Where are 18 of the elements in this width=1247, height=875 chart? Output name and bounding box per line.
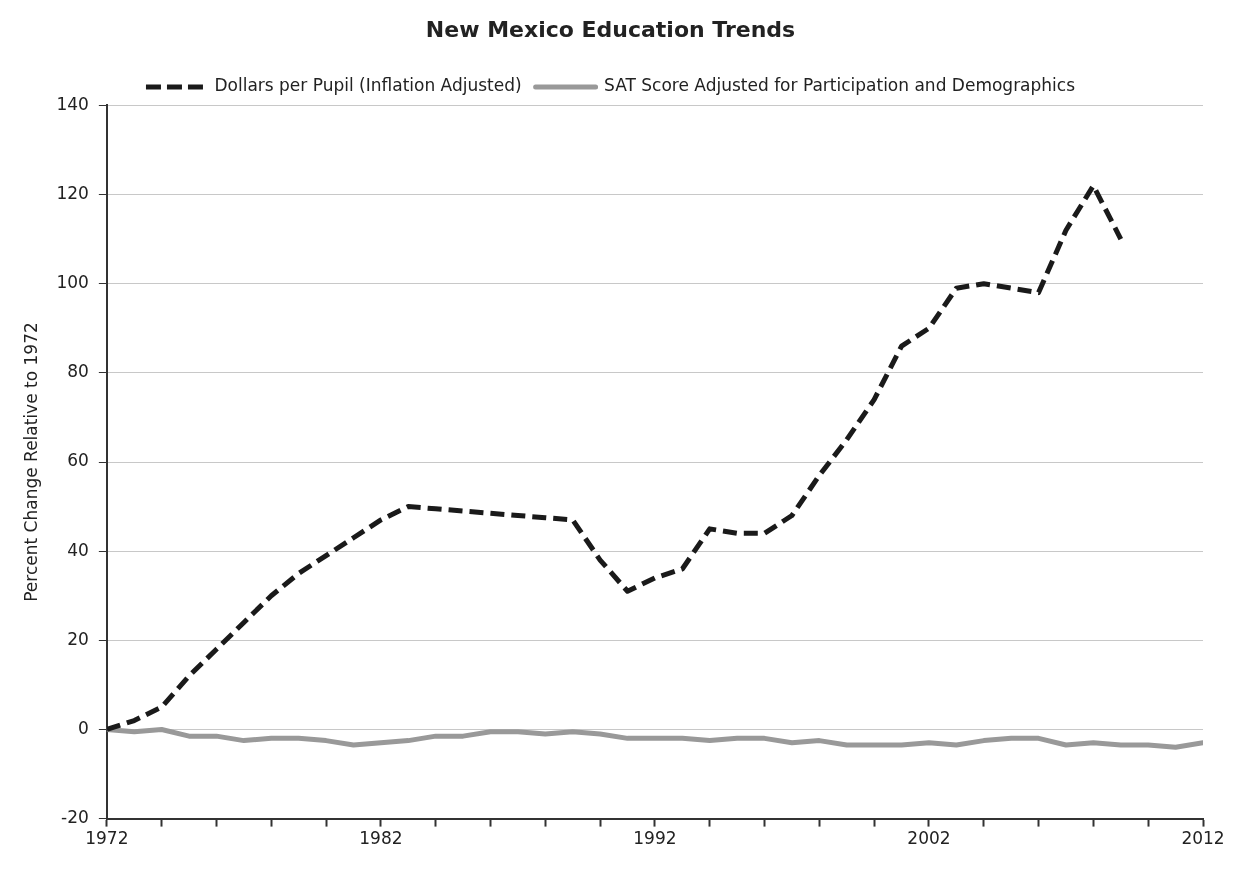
y-tick-label: 20	[67, 628, 89, 649]
x-tick-label: 1972	[85, 828, 129, 849]
legend-label: SAT Score Adjusted for Participation and Demographics	[604, 75, 1076, 96]
y-tick-label: -20	[61, 807, 89, 828]
y-tick-label: 0	[78, 717, 89, 738]
y-tick-label: 80	[67, 361, 89, 382]
legend-label: Dollars per Pupil (Inflation Adjusted)	[214, 75, 522, 96]
y-axis-title: Percent Change Relative to 1972	[20, 322, 41, 602]
y-tick-label: 140	[56, 93, 89, 114]
y-tick-label: 120	[56, 182, 89, 203]
x-tick-label: 2002	[907, 828, 951, 849]
x-tick-label: 1982	[359, 828, 403, 849]
x-tick-label: 2012	[1181, 828, 1225, 849]
chart-title: New Mexico Education Trends	[425, 16, 796, 42]
y-tick-label: 40	[67, 539, 89, 560]
y-tick-label: 60	[67, 450, 89, 471]
y-tick-label: 100	[56, 272, 89, 293]
x-tick-label: 1992	[633, 828, 677, 849]
